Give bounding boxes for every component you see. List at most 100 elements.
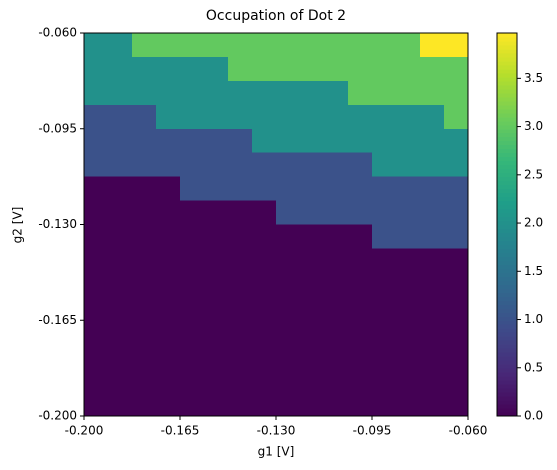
heatmap-cell	[300, 56, 325, 82]
colorbar-band	[497, 228, 517, 233]
heatmap-cell	[108, 248, 133, 273]
heatmap-cell	[180, 80, 205, 106]
heatmap-cell	[372, 320, 397, 345]
colorbar-band	[497, 336, 517, 341]
heatmap-cell	[444, 272, 469, 297]
colorbar-band	[497, 72, 517, 78]
heatmap-cell	[420, 368, 445, 393]
heatmap-cell	[348, 296, 373, 321]
heatmap-cell	[132, 152, 157, 178]
colorbar-band	[497, 292, 517, 297]
heatmap-cell	[396, 104, 421, 130]
heatmap-cell	[132, 344, 157, 369]
colorbar-band	[497, 360, 517, 365]
x-tick-label: -0.095	[353, 424, 392, 438]
heatmap-cell	[372, 368, 397, 393]
heatmap-cell	[372, 33, 397, 58]
y-tick-label: -0.165	[38, 313, 77, 327]
heatmap-cell	[420, 248, 445, 273]
heatmap-cell	[132, 104, 157, 130]
heatmap-cell	[276, 272, 301, 297]
colorbar-band	[497, 132, 517, 138]
heatmap-cell	[252, 224, 277, 249]
heatmap-cell	[132, 80, 157, 106]
heatmap-cell	[84, 56, 109, 82]
heatmap-cell	[180, 272, 205, 297]
heatmap-cell	[132, 33, 157, 58]
heatmap-cell	[180, 224, 205, 249]
heatmap-cell	[228, 368, 253, 393]
heatmap-cell	[276, 392, 301, 417]
colorbar-band	[497, 252, 517, 257]
heatmap-cell	[132, 176, 157, 202]
heatmap-cell	[156, 80, 181, 106]
heatmap-cell	[132, 272, 157, 297]
heatmap-cell	[276, 176, 301, 202]
heatmap-cell	[108, 200, 133, 225]
heatmap-cell	[84, 392, 109, 417]
heatmap-cell	[348, 344, 373, 369]
heatmap-cell	[372, 272, 397, 297]
x-axis-label: g1 [V]	[258, 445, 295, 459]
heatmap-cell	[156, 152, 181, 178]
heatmap-cell	[324, 80, 349, 106]
heatmap-cell	[444, 80, 469, 106]
heatmap-cell	[324, 128, 349, 154]
heatmap-cell	[84, 33, 109, 58]
colorbar-band	[497, 300, 517, 305]
heatmap-cell	[444, 248, 469, 273]
heatmap-cell	[252, 128, 277, 154]
heatmap-cell	[444, 296, 469, 321]
heatmap-cell	[156, 176, 181, 202]
colorbar-band	[497, 272, 517, 277]
heatmap-cell	[180, 368, 205, 393]
heatmap-cell	[348, 272, 373, 297]
heatmap-cell	[444, 176, 469, 202]
heatmap-cell	[132, 320, 157, 345]
heatmap-cell	[132, 128, 157, 154]
heatmap-cell	[180, 296, 205, 321]
colorbar-band	[497, 56, 517, 62]
colorbar-band	[497, 192, 517, 198]
heatmap-cell	[396, 80, 421, 106]
heatmap-cell	[156, 368, 181, 393]
heatmap-cell	[300, 80, 325, 106]
colorbar-band	[497, 400, 517, 405]
colorbar-band	[497, 340, 517, 345]
heatmap-cell	[300, 152, 325, 178]
heatmap-cell	[132, 56, 157, 82]
heatmap-cell	[276, 152, 301, 178]
heatmap-cell	[228, 224, 253, 249]
heatmap-cell	[324, 392, 349, 417]
heatmap-cell	[420, 224, 445, 249]
colorbar-band	[497, 88, 517, 94]
colorbar-band	[497, 136, 517, 142]
colorbar-band	[497, 356, 517, 361]
heatmap-cell	[252, 56, 277, 82]
y-tick-label: -0.130	[38, 217, 77, 231]
colorbar-band	[497, 324, 517, 329]
colorbar-band	[497, 412, 517, 417]
colorbar-band	[497, 184, 517, 190]
heatmap-cell	[324, 368, 349, 393]
colorbar-band	[497, 52, 517, 58]
colorbar-tick-label: 2.5	[524, 167, 543, 181]
heatmap-cell	[396, 56, 421, 82]
colorbar-band	[497, 176, 517, 182]
colorbar-band	[497, 328, 517, 333]
heatmap-cell	[108, 320, 133, 345]
heatmap-cell	[396, 152, 421, 178]
heatmap-cell	[204, 80, 229, 106]
heatmap-cell	[372, 392, 397, 417]
colorbar-band	[497, 172, 517, 178]
colorbar-band	[497, 180, 517, 186]
y-axis-label: g2 [V]	[11, 207, 25, 244]
heatmap-cell	[420, 392, 445, 417]
colorbar-band	[497, 220, 517, 225]
heatmap-cell	[372, 104, 397, 130]
heatmap-cell	[84, 296, 109, 321]
heatmap-cell	[108, 344, 133, 369]
heatmap-cell	[324, 248, 349, 273]
colorbar-band	[497, 120, 517, 126]
